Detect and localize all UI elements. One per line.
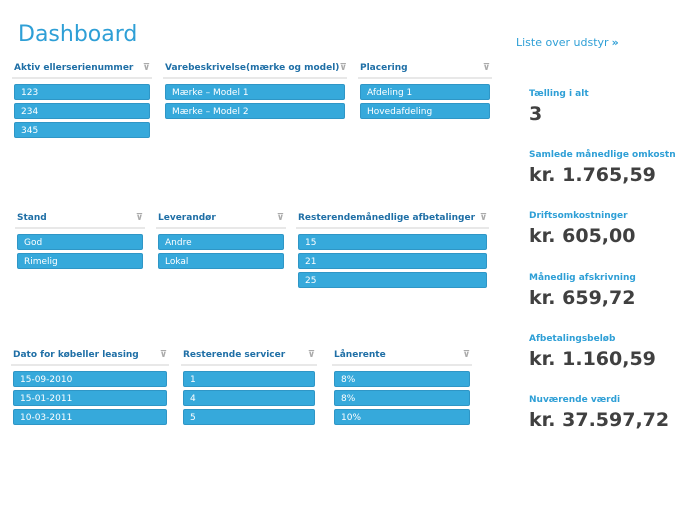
clear-filter-icon[interactable]: ⊽ [307, 350, 315, 360]
clear-filter-icon[interactable]: ⊽ [142, 63, 150, 73]
slicer-title: Placering [360, 63, 408, 73]
slicer-header: Varebeskrivelse(mærke og model) ⊽ [163, 62, 347, 79]
slicer-item[interactable]: Rimelig [17, 253, 143, 269]
slicer-item[interactable]: 15-09-2010 [13, 371, 167, 387]
clear-filter-icon[interactable]: ⊽ [276, 213, 284, 223]
kpi-label: Månedlig afskrivning [529, 273, 636, 283]
slicer-item[interactable]: Mærke – Model 2 [165, 103, 345, 119]
slicer-item[interactable]: 10-03-2011 [13, 409, 167, 425]
kpi-value: kr. 37.597,72 [529, 409, 670, 431]
slicer-item[interactable]: 15-01-2011 [13, 390, 167, 406]
slicer-item[interactable]: 5 [183, 409, 315, 425]
kpi-card: Tælling i alt 3 [529, 89, 589, 125]
slicer-title: Stand [17, 213, 47, 223]
slicer-header: Leverandør ⊽ [156, 212, 286, 229]
kpi-label: Afbetalingsbeløb [529, 334, 616, 344]
slicer: Dato for købeller leasing ⊽ 15-09-2010 15-0… [11, 349, 169, 425]
clear-filter-icon[interactable]: ⊽ [135, 213, 143, 223]
double-chevron-right-icon: » [611, 36, 619, 49]
kpi-card: Månedlig afskrivning kr. 659,72 [529, 273, 636, 309]
slicer: Leverandør ⊽ Andre Lokal [156, 212, 286, 269]
kpi-value: kr. 1.160,59 [529, 348, 656, 370]
slicer-item[interactable]: 1 [183, 371, 315, 387]
slicer: Resterendemånedlige afbetalinger ⊽ 15 21 25 [296, 212, 489, 288]
slicer-item[interactable]: Afdeling 1 [360, 84, 490, 100]
kpi-label: Driftsomkostninger [529, 211, 628, 221]
kpi-value: 3 [529, 103, 543, 125]
slicer-title: Resterende servicer [183, 350, 286, 360]
slicer-title: Aktiv ellerserienummer [14, 63, 134, 73]
slicer-item[interactable]: 8% [334, 390, 470, 406]
slicer-item[interactable]: 345 [14, 122, 150, 138]
slicer: Varebeskrivelse(mærke og model) ⊽ Mærke – … [163, 62, 347, 119]
slicer-title: Lånerente [334, 350, 386, 360]
slicer-header: Placering ⊽ [358, 62, 492, 79]
slicer-title: Varebeskrivelse(mærke og model) [165, 63, 340, 73]
slicer: Aktiv ellerserienummer ⊽ 123 234 345 [12, 62, 152, 138]
slicer-item[interactable]: 25 [298, 272, 487, 288]
slicer: Stand ⊽ God Rimelig [15, 212, 145, 269]
slicer-item[interactable]: Mærke – Model 1 [165, 84, 345, 100]
slicer-item[interactable]: 234 [14, 103, 150, 119]
clear-filter-icon[interactable]: ⊽ [479, 213, 487, 223]
slicer-title: Leverandør [158, 213, 216, 223]
slicer-item[interactable]: 10% [334, 409, 470, 425]
kpi-value: kr. 659,72 [529, 287, 636, 309]
slicer-item[interactable]: 15 [298, 234, 487, 250]
kpi-card: Samlede månedlige omkostnin kr. 1.765,59 [529, 150, 675, 186]
kpi-value: kr. 605,00 [529, 225, 636, 247]
kpi-card: Nuværende værdi kr. 37.597,72 [529, 395, 669, 431]
kpi-card: Afbetalingsbeløb kr. 1.160,59 [529, 334, 656, 370]
kpi-card: Driftsomkostninger kr. 605,00 [529, 211, 635, 247]
clear-filter-icon[interactable]: ⊽ [159, 350, 167, 360]
kpi-label: Tælling i alt [529, 89, 589, 99]
slicer-item[interactable]: 4 [183, 390, 315, 406]
slicer: Resterende servicer ⊽ 1 4 5 [181, 349, 317, 425]
kpi-label: Nuværende værdi [529, 395, 621, 405]
link-label: Liste over udstyr [516, 36, 609, 49]
slicer-title: Dato for købeller leasing [13, 350, 139, 360]
kpi-label: Samlede månedlige omkostnin [529, 150, 675, 160]
slicer-item[interactable]: Andre [158, 234, 284, 250]
slicer-header: Resterende servicer ⊽ [181, 349, 317, 366]
equipment-list-link[interactable]: Liste over udstyr» [516, 36, 619, 49]
slicer-item[interactable]: 21 [298, 253, 487, 269]
slicer-header: Dato for købeller leasing ⊽ [11, 349, 169, 366]
slicer-item[interactable]: Hovedafdeling [360, 103, 490, 119]
clear-filter-icon[interactable]: ⊽ [339, 63, 347, 73]
slicer: Placering ⊽ Afdeling 1 Hovedafdeling [358, 62, 492, 119]
slicer-item[interactable]: Lokal [158, 253, 284, 269]
kpi-value: kr. 1.765,59 [529, 164, 656, 186]
slicer-item[interactable]: 123 [14, 84, 150, 100]
clear-filter-icon[interactable]: ⊽ [462, 350, 470, 360]
slicer-header: Aktiv ellerserienummer ⊽ [12, 62, 152, 79]
slicer-title: Resterendemånedlige afbetalinger [298, 213, 476, 223]
slicer-header: Resterendemånedlige afbetalinger ⊽ [296, 212, 489, 229]
slicer-item[interactable]: 8% [334, 371, 470, 387]
slicer-header: Stand ⊽ [15, 212, 145, 229]
page-title: Dashboard [18, 22, 138, 47]
clear-filter-icon[interactable]: ⊽ [482, 63, 490, 73]
slicer: Lånerente ⊽ 8% 8% 10% [332, 349, 472, 425]
slicer-item[interactable]: God [17, 234, 143, 250]
slicer-header: Lånerente ⊽ [332, 349, 472, 366]
